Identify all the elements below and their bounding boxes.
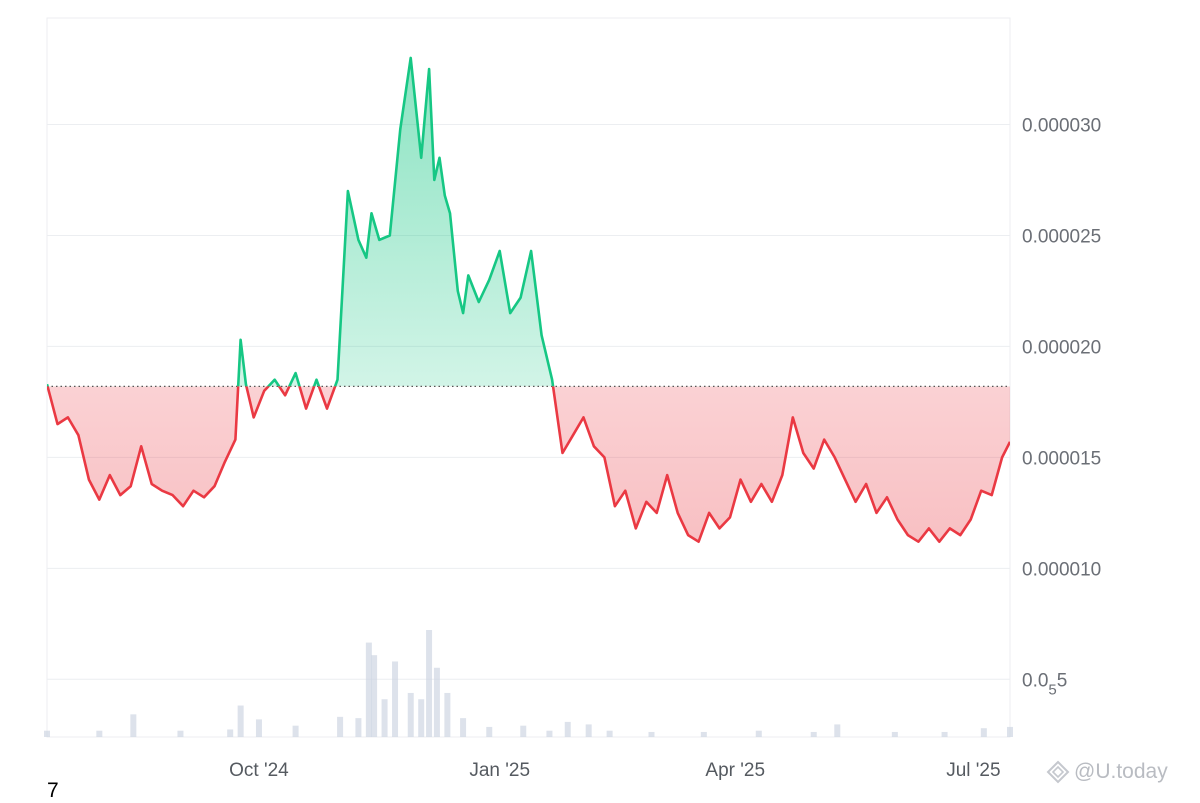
y-tick-label: 0.000015 [1022,448,1101,469]
series-line-below [47,386,1010,543]
price-line [47,56,1010,543]
volume-bar [255,719,262,737]
y-tick-subscript: 5 [1048,681,1056,698]
volume-bar [834,724,841,737]
volume-bar [337,716,344,737]
volume-bar [444,692,451,737]
y-tick-suffix: 5 [1057,670,1068,691]
area-fills [47,57,1010,542]
y-tick-label: 0.000030 [1022,116,1101,137]
volume-bar [891,731,898,737]
plot-frame [46,17,1011,738]
volume-bar [44,730,50,737]
volume-bar [941,731,948,737]
volume-bar [606,730,613,737]
y-tick-label: 0.000020 [1022,337,1101,358]
area-below-baseline [47,386,1010,542]
x-tick-label: Apr '25 [705,760,765,781]
area-above-baseline [47,57,554,387]
volume-bar [460,718,467,737]
x-tick-label: Jan '25 [469,760,530,781]
volume-bar [237,705,244,737]
volume-bar [700,731,707,737]
volume-bar [130,714,137,737]
volume-bar [381,699,388,737]
volume-bar [426,630,433,737]
volume-bar [564,721,571,737]
volume-bar [520,725,527,737]
volume-bar [810,731,817,737]
watermark-text: @U.today [1074,760,1168,783]
volume-bar [585,724,592,737]
volume-bar [371,655,378,737]
y-axis-ticks: 0.000030 0.000025 0.000020 0.000015 0.000010… [1022,116,1101,699]
watermark: @U.today [1046,760,1168,784]
volume-bar [648,731,655,737]
volume-bar [365,642,372,737]
volume-bar [433,667,440,737]
volume-bars [44,630,1013,737]
volume-bar [755,730,762,737]
diamond-logo-icon [1046,760,1070,784]
volume-bar [980,728,987,737]
x-axis-ticks: Oct '24 Jan '25 Apr '25 Jul '25 [229,760,1000,781]
volume-bar [418,699,425,737]
volume-bar [292,725,299,737]
volume-bar [407,692,414,737]
y-tick-label: 0.055 [1022,670,1067,698]
volume-bar [96,730,103,737]
volume-bar [392,661,399,737]
volume-bar [355,718,362,737]
corner-label: 7 [47,779,59,802]
volume-bar [1007,726,1013,737]
volume-bar [546,730,553,737]
series-line-above [47,56,555,387]
y-tick-label: 0.000010 [1022,559,1101,580]
y-tick-label: 0.000025 [1022,226,1101,247]
volume-bar [177,730,184,737]
volume-bar [486,726,493,737]
x-tick-label: Jul '25 [946,760,1000,781]
x-tick-label: Oct '24 [229,760,289,781]
volume-bar [227,729,234,737]
